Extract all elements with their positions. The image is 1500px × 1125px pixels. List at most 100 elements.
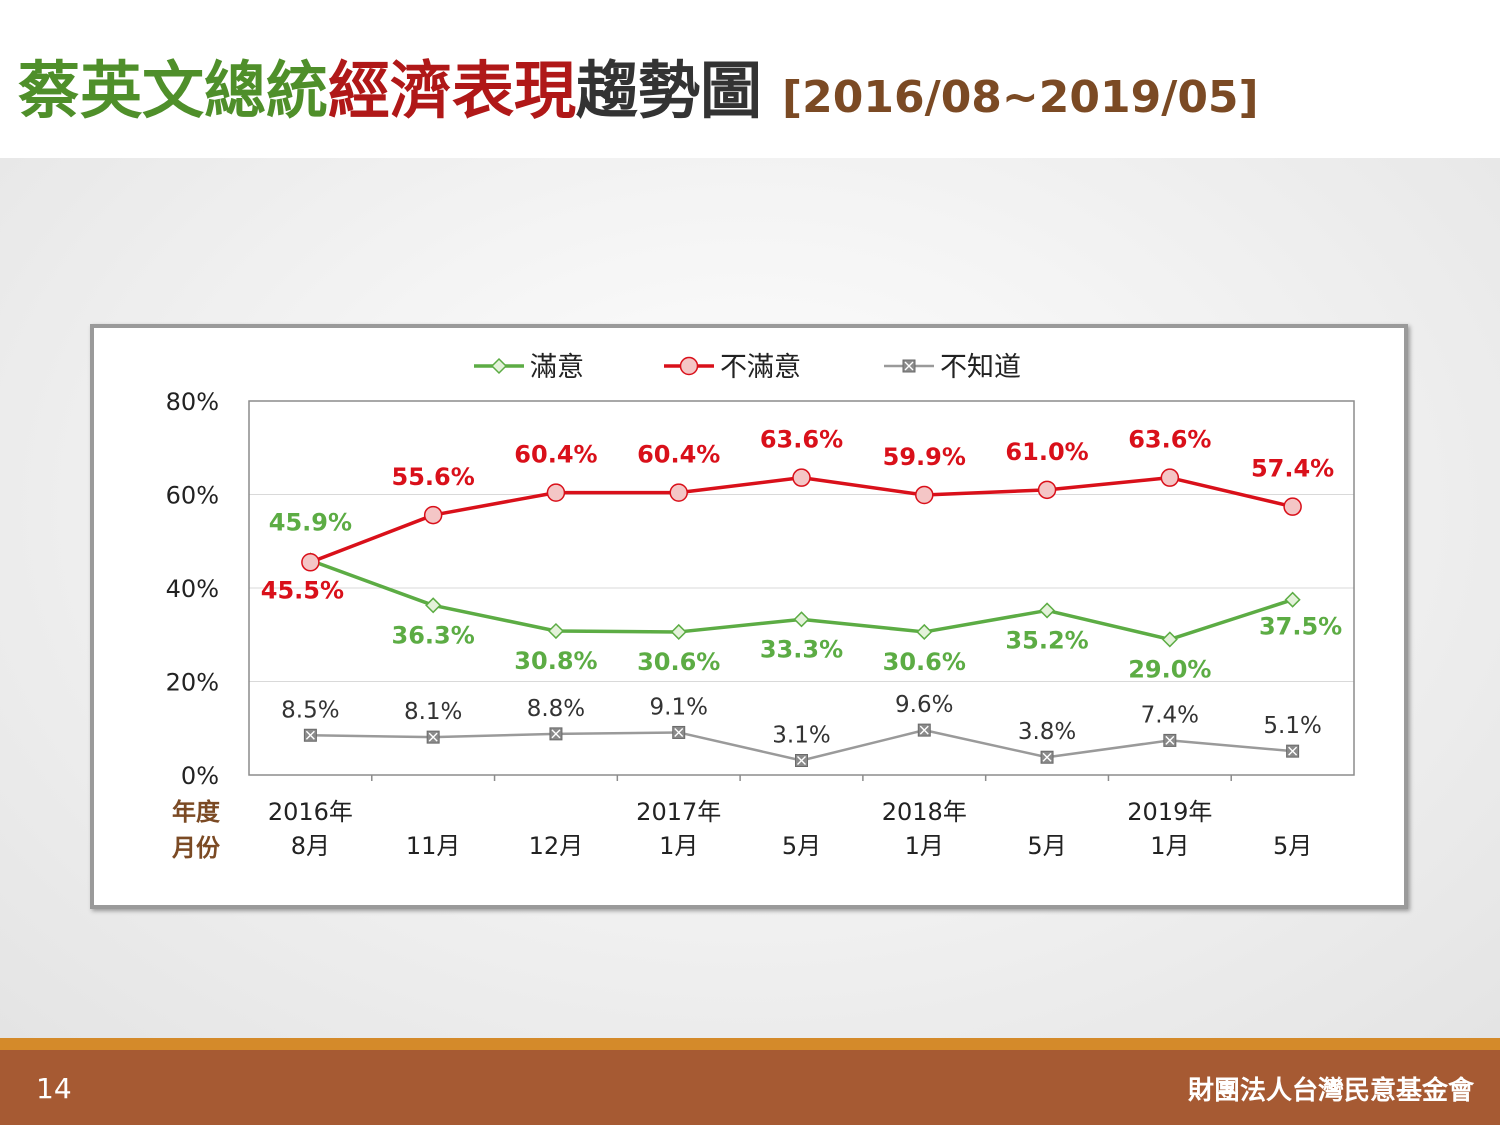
data-point-satisfied	[916, 623, 933, 641]
data-label-dissatisfied: 60.4%	[514, 441, 597, 469]
x-month-label: 1月	[905, 832, 944, 860]
data-point-satisfied	[793, 611, 810, 628]
data-label-dissatisfied: 45.5%	[261, 576, 344, 604]
page-title: 蔡英文總統經濟表現趨勢圖 [2016/08~2019/05]	[18, 40, 1259, 140]
marker-cross	[1042, 752, 1052, 762]
legend-label-unknown: 不知道	[940, 352, 1021, 383]
data-point-satisfied	[1038, 602, 1056, 619]
footer-stripe	[0, 1038, 1500, 1050]
marker-cross	[428, 732, 438, 742]
x-month-label: 1月	[1150, 832, 1189, 860]
marker-cross	[797, 756, 806, 766]
data-point-dissatisfied	[1037, 480, 1057, 500]
data-point-satisfied	[1161, 631, 1178, 648]
x-month-label: 5月	[1273, 832, 1312, 860]
title-date-range: [2016/08~2019/05]	[782, 72, 1259, 123]
data-label-unknown: 9.6%	[895, 692, 953, 718]
data-label-dissatisfied: 55.6%	[392, 463, 475, 491]
organization-name: 財團法人台灣民意基金會	[1187, 1076, 1474, 1106]
chart-frame: 0% 20% 40% 60% 80% 年度 月份 2016年 8月 11月 12月 2017年 1月 5月…	[90, 324, 1408, 909]
data-label-dissatisfied: 63.6%	[1128, 426, 1211, 454]
data-point-satisfied	[547, 622, 565, 640]
data-label-satisfied: 30.6%	[637, 648, 720, 676]
legend-marker-satisfied	[490, 357, 508, 375]
y-tick-label: 80%	[166, 388, 219, 416]
data-label-satisfied: 33.3%	[760, 635, 843, 663]
page-number: 14	[36, 1072, 72, 1105]
x-month-label: 12月	[529, 832, 584, 860]
y-tick-label: 0%	[181, 762, 219, 790]
data-label-unknown: 5.1%	[1263, 713, 1321, 739]
data-label-satisfied: 35.2%	[1005, 626, 1088, 654]
x-row-label-year: 年度	[172, 798, 221, 826]
x-month-label: 8月	[291, 832, 330, 860]
data-point-dissatisfied	[1160, 468, 1180, 487]
data-label-unknown: 3.8%	[1018, 719, 1076, 745]
data-point-unknown	[795, 754, 808, 768]
data-point-dissatisfied	[546, 483, 566, 502]
data-label-dissatisfied: 60.4%	[637, 441, 720, 469]
marker-cross	[1288, 746, 1298, 756]
legend-label-satisfied: 滿意	[530, 352, 584, 383]
data-label-satisfied: 36.3%	[392, 621, 475, 649]
data-point-unknown	[549, 727, 563, 741]
y-tick-label: 20%	[166, 669, 219, 697]
data-point-unknown	[917, 723, 931, 737]
title-part-trend: 趨勢圖	[576, 54, 763, 127]
data-label-unknown: 7.4%	[1141, 702, 1199, 728]
data-point-unknown	[426, 730, 440, 744]
x-month-label: 5月	[1027, 832, 1066, 860]
marker-cross	[919, 725, 929, 735]
data-point-dissatisfied	[301, 553, 320, 572]
data-point-unknown	[1163, 733, 1177, 747]
marker-cross	[904, 361, 914, 371]
data-label-dissatisfied: 61.0%	[1005, 438, 1088, 466]
data-point-dissatisfied	[1283, 497, 1302, 516]
x-year-label: 2019年	[1127, 798, 1212, 826]
data-point-dissatisfied	[423, 505, 443, 525]
data-label-unknown: 3.1%	[772, 723, 830, 749]
y-tick-label: 40%	[166, 575, 219, 603]
data-point-dissatisfied	[792, 468, 811, 487]
data-label-dissatisfied: 59.9%	[883, 443, 966, 471]
x-row-label-month: 月份	[171, 834, 221, 862]
y-tick-label: 60%	[166, 482, 219, 510]
title-part-economy: 經濟表現	[328, 54, 577, 127]
data-point-satisfied	[1284, 591, 1301, 608]
data-label-satisfied: 37.5%	[1259, 613, 1342, 641]
data-label-unknown: 8.1%	[404, 699, 462, 725]
x-year-label: 2016年	[268, 798, 353, 826]
marker-cross	[1165, 735, 1175, 745]
data-point-unknown	[672, 725, 686, 739]
title-bar: 蔡英文總統經濟表現趨勢圖 [2016/08~2019/05]	[0, 0, 1500, 158]
data-label-unknown: 8.8%	[527, 696, 585, 722]
data-label-satisfied: 29.0%	[1128, 655, 1211, 683]
marker-cross	[305, 730, 315, 740]
data-point-unknown	[303, 728, 317, 742]
data-point-unknown	[1040, 750, 1054, 764]
data-point-satisfied	[425, 597, 442, 614]
data-label-satisfied: 45.9%	[269, 508, 352, 536]
data-label-unknown: 9.1%	[650, 694, 708, 720]
data-point-dissatisfied	[669, 483, 688, 502]
title-part-president: 蔡英文總統	[18, 54, 329, 127]
data-point-unknown	[1286, 744, 1300, 758]
legend-label-dissatisfied: 不滿意	[720, 352, 801, 383]
data-label-unknown: 8.5%	[281, 697, 339, 723]
data-point-dissatisfied	[915, 485, 934, 505]
data-label-satisfied: 30.8%	[514, 647, 597, 675]
x-month-label: 5月	[782, 832, 821, 860]
marker-cross	[674, 727, 684, 737]
x-month-label: 1月	[659, 832, 698, 860]
x-year-label: 2017年	[636, 798, 721, 826]
data-label-satisfied: 30.6%	[883, 648, 966, 676]
x-year-label: 2018年	[882, 798, 967, 826]
plot-area-border	[248, 400, 1355, 776]
footer: 14 財團法人台灣民意基金會	[0, 1050, 1500, 1125]
legend-marker-dissatisfied	[679, 356, 699, 376]
data-label-dissatisfied: 63.6%	[760, 426, 843, 454]
marker-cross	[551, 729, 561, 739]
legend-marker-unknown	[902, 359, 916, 373]
data-label-dissatisfied: 57.4%	[1251, 455, 1334, 483]
